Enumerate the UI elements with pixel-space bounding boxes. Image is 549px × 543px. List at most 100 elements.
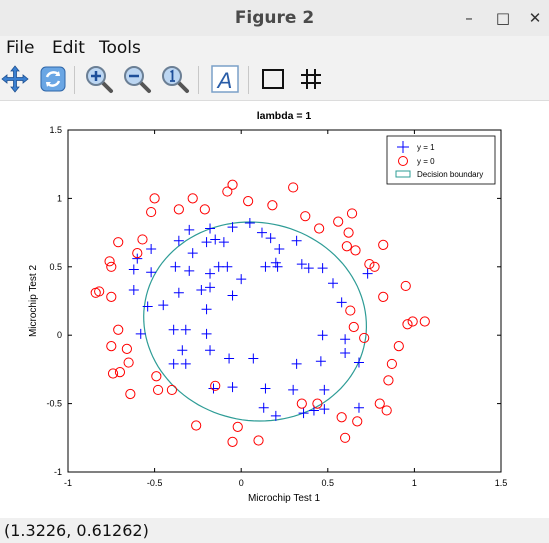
positive-point: [336, 297, 347, 308]
negative-points: [90, 179, 430, 448]
negative-point: [359, 332, 370, 344]
positive-point: [201, 328, 212, 339]
positive-point: [362, 268, 373, 279]
negative-point: [383, 375, 394, 386]
scatter-plot[interactable]: lambda = 1 -1 -0.5 0 0.5 1 1.5-1-0.500.511.5 …: [0, 101, 549, 518]
positive-point: [205, 223, 216, 234]
negative-point: [149, 193, 160, 204]
positive-point: [265, 233, 276, 244]
positive-point: [205, 268, 216, 279]
legend-label-positive: y = 1: [417, 143, 435, 152]
box-icon[interactable]: [258, 64, 288, 94]
negative-point: [132, 248, 143, 259]
negative-point: [350, 245, 361, 256]
positive-point: [298, 408, 309, 419]
zoom-out-icon[interactable]: [122, 64, 152, 94]
zoom-reset-icon[interactable]: [160, 64, 190, 94]
negative-point: [312, 398, 323, 409]
menu-edit[interactable]: Edit: [52, 38, 85, 58]
legend-marker-positive: [397, 141, 409, 153]
negative-point: [151, 371, 162, 382]
positive-point: [128, 264, 139, 275]
negative-point: [199, 204, 210, 215]
decision-boundary: [143, 221, 368, 422]
positive-point: [258, 402, 269, 413]
negative-point: [386, 358, 397, 370]
y-tick-label: 1.5: [49, 125, 62, 135]
grid-icon[interactable]: [296, 64, 326, 94]
positive-point: [168, 324, 179, 335]
pan-icon[interactable]: [0, 64, 30, 94]
negative-point: [210, 380, 221, 391]
toolbar: A: [0, 60, 549, 101]
negative-point: [222, 186, 233, 197]
negative-point: [267, 200, 278, 211]
negative-point: [341, 241, 352, 252]
text-icon[interactable]: A: [210, 64, 240, 94]
chart-title: lambda = 1: [257, 110, 312, 122]
positive-point: [158, 300, 169, 311]
cursor-coordinates: (1.3226, 0.61262): [4, 521, 149, 540]
positive-point: [184, 265, 195, 276]
toolbar-separator: [248, 66, 249, 94]
negative-point: [113, 324, 124, 335]
negative-point: [346, 208, 358, 219]
negative-point: [364, 258, 375, 270]
x-tick-label: -0.5: [147, 478, 163, 488]
minimize-button[interactable]: –: [465, 9, 473, 27]
positive-point: [319, 404, 330, 415]
positive-point: [146, 267, 157, 278]
negative-point: [191, 420, 202, 431]
positive-point: [135, 328, 146, 339]
negative-point: [419, 316, 430, 327]
positive-point: [180, 324, 191, 335]
negative-point: [253, 435, 264, 446]
negative-point: [343, 227, 354, 238]
negative-point: [107, 368, 119, 379]
negative-point: [123, 357, 134, 368]
x-tick-label: -1: [64, 478, 72, 488]
positive-point: [227, 222, 238, 233]
positive-point: [146, 244, 157, 255]
positive-point: [170, 261, 181, 272]
maximize-button[interactable]: □: [495, 9, 511, 27]
positive-point: [173, 287, 184, 298]
x-axis-label: Microchip Test 1: [248, 493, 321, 504]
negative-point: [125, 388, 136, 400]
positive-point: [315, 356, 326, 367]
negative-point: [90, 287, 101, 298]
negative-point: [152, 384, 164, 396]
x-tick-label: 1.5: [495, 478, 508, 488]
menu-file[interactable]: File: [6, 38, 35, 58]
negative-point: [227, 179, 238, 190]
zoom-in-icon[interactable]: [84, 64, 114, 94]
positive-point: [132, 253, 143, 264]
negative-point: [345, 305, 356, 316]
window-title: Figure 2: [234, 8, 315, 28]
positive-point: [340, 334, 351, 345]
negative-point: [106, 291, 117, 302]
figure-canvas[interactable]: lambda = 1 -1 -0.5 0 0.5 1 1.5 -1 -0.5 0 0.5 1 1.5 …: [0, 101, 549, 518]
positive-point: [208, 383, 219, 394]
legend: y = 1 y = 0 Decision boundary: [386, 135, 496, 185]
axis-ticks: -1 -0.5 0 0.5 1 1.5 -1 -0.5 0 0.5 1 1.5: [46, 125, 507, 488]
positive-point: [270, 410, 281, 421]
negative-point: [173, 204, 184, 215]
legend-label-boundary: Decision boundary: [417, 170, 483, 179]
close-button[interactable]: ✕: [528, 9, 542, 27]
positive-point: [168, 358, 179, 369]
positive-point: [218, 237, 229, 248]
positive-point: [288, 384, 299, 395]
positive-point: [128, 285, 139, 296]
positive-point: [274, 244, 285, 255]
title-bar: Figure 2 – □ ✕: [0, 0, 549, 37]
positive-point: [224, 353, 235, 364]
negative-point: [393, 341, 404, 352]
rotate-icon[interactable]: [38, 64, 68, 94]
positive-point: [222, 261, 233, 272]
negative-point: [106, 341, 117, 352]
menu-tools[interactable]: Tools: [99, 38, 141, 58]
negative-point: [336, 412, 347, 423]
positive-point: [353, 402, 364, 413]
x-tick-label: 0: [239, 478, 244, 488]
